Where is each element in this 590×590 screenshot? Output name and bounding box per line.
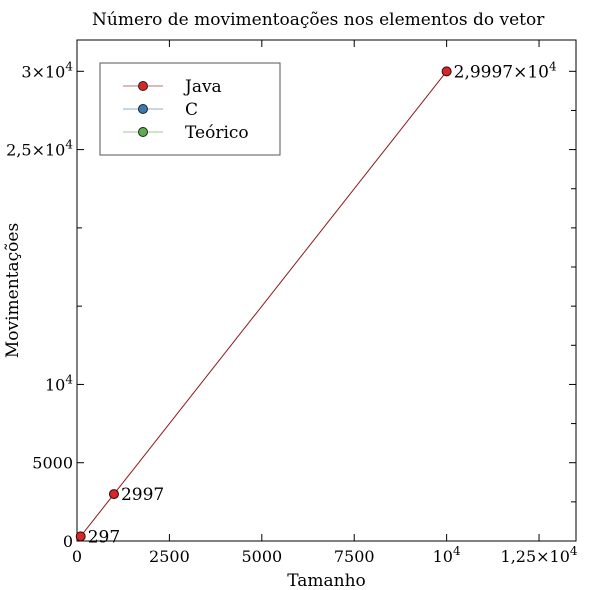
x-tick-label: 5000	[241, 547, 282, 566]
y-tick-label: 104	[45, 372, 73, 394]
y-tick-label: 5000	[32, 454, 73, 473]
data-point	[441, 66, 452, 77]
legend: Java C Teórico	[99, 62, 281, 156]
annotations-layer: 297 2997 2,9997×104	[88, 59, 557, 547]
x-tick-label: 7500	[334, 547, 375, 566]
x-axis-ticks: 0 2500 5000 7500 104 1,25×104	[72, 40, 578, 566]
series-layer	[75, 66, 452, 542]
x-tick-label: 1,25×104	[501, 544, 578, 566]
data-label: 297	[88, 527, 120, 547]
y-tick-label: 0	[63, 532, 73, 551]
data-point	[75, 531, 86, 542]
data-label: 2,9997×104	[454, 59, 557, 82]
x-tick-label: 2500	[149, 547, 190, 566]
legend-marker	[138, 104, 148, 114]
plot-area	[76, 39, 577, 542]
x-tick-label: 104	[433, 544, 461, 566]
data-label: 2997	[121, 485, 164, 505]
x-axis-label: Tamanho	[287, 571, 366, 590]
legend-label: C	[185, 100, 198, 120]
y-axis-ticks: 0 5000 104 2,5×104 3×104	[6, 59, 576, 551]
y-tick-label: 3×104	[21, 59, 73, 81]
legend-label: Teórico	[185, 123, 249, 143]
legend-marker	[138, 81, 148, 91]
chart-title: Número de movimentoações nos elementos d…	[92, 10, 545, 30]
x-tick-label: 0	[72, 547, 82, 566]
legend-marker	[138, 127, 148, 137]
y-axis-label: Movimentações	[3, 223, 23, 358]
data-point	[108, 489, 119, 500]
y-tick-label: 2,5×104	[6, 138, 73, 160]
legend-label: Java	[183, 77, 222, 97]
